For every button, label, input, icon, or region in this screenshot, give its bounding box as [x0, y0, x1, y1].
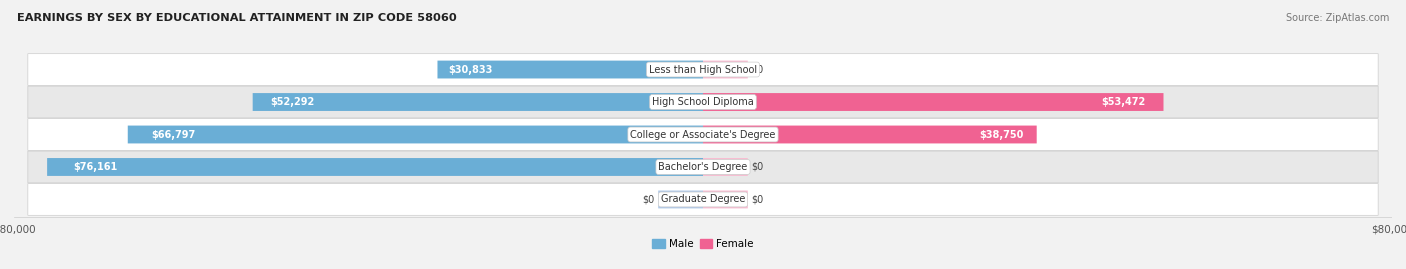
- FancyBboxPatch shape: [703, 61, 748, 79]
- FancyBboxPatch shape: [437, 61, 703, 79]
- FancyBboxPatch shape: [128, 126, 703, 143]
- Text: $0: $0: [751, 65, 763, 75]
- Text: $30,833: $30,833: [449, 65, 492, 75]
- Text: $0: $0: [751, 194, 763, 204]
- FancyBboxPatch shape: [703, 126, 1036, 143]
- FancyBboxPatch shape: [48, 158, 703, 176]
- Text: Bachelor's Degree: Bachelor's Degree: [658, 162, 748, 172]
- Text: $76,161: $76,161: [73, 162, 118, 172]
- FancyBboxPatch shape: [658, 190, 703, 208]
- FancyBboxPatch shape: [28, 86, 1378, 118]
- Text: High School Diploma: High School Diploma: [652, 97, 754, 107]
- Text: EARNINGS BY SEX BY EDUCATIONAL ATTAINMENT IN ZIP CODE 58060: EARNINGS BY SEX BY EDUCATIONAL ATTAINMEN…: [17, 13, 457, 23]
- Text: Less than High School: Less than High School: [650, 65, 756, 75]
- FancyBboxPatch shape: [28, 119, 1378, 150]
- Text: $0: $0: [643, 194, 655, 204]
- FancyBboxPatch shape: [703, 158, 748, 176]
- FancyBboxPatch shape: [28, 184, 1378, 215]
- Text: $66,797: $66,797: [150, 129, 195, 140]
- FancyBboxPatch shape: [28, 151, 1378, 183]
- Text: $0: $0: [751, 162, 763, 172]
- Text: College or Associate's Degree: College or Associate's Degree: [630, 129, 776, 140]
- Legend: Male, Female: Male, Female: [648, 235, 758, 253]
- FancyBboxPatch shape: [703, 93, 1164, 111]
- Text: Graduate Degree: Graduate Degree: [661, 194, 745, 204]
- FancyBboxPatch shape: [253, 93, 703, 111]
- FancyBboxPatch shape: [28, 54, 1378, 85]
- Text: $52,292: $52,292: [271, 97, 315, 107]
- Text: $38,750: $38,750: [979, 129, 1024, 140]
- Text: Source: ZipAtlas.com: Source: ZipAtlas.com: [1285, 13, 1389, 23]
- FancyBboxPatch shape: [703, 190, 748, 208]
- Text: $53,472: $53,472: [1101, 97, 1144, 107]
